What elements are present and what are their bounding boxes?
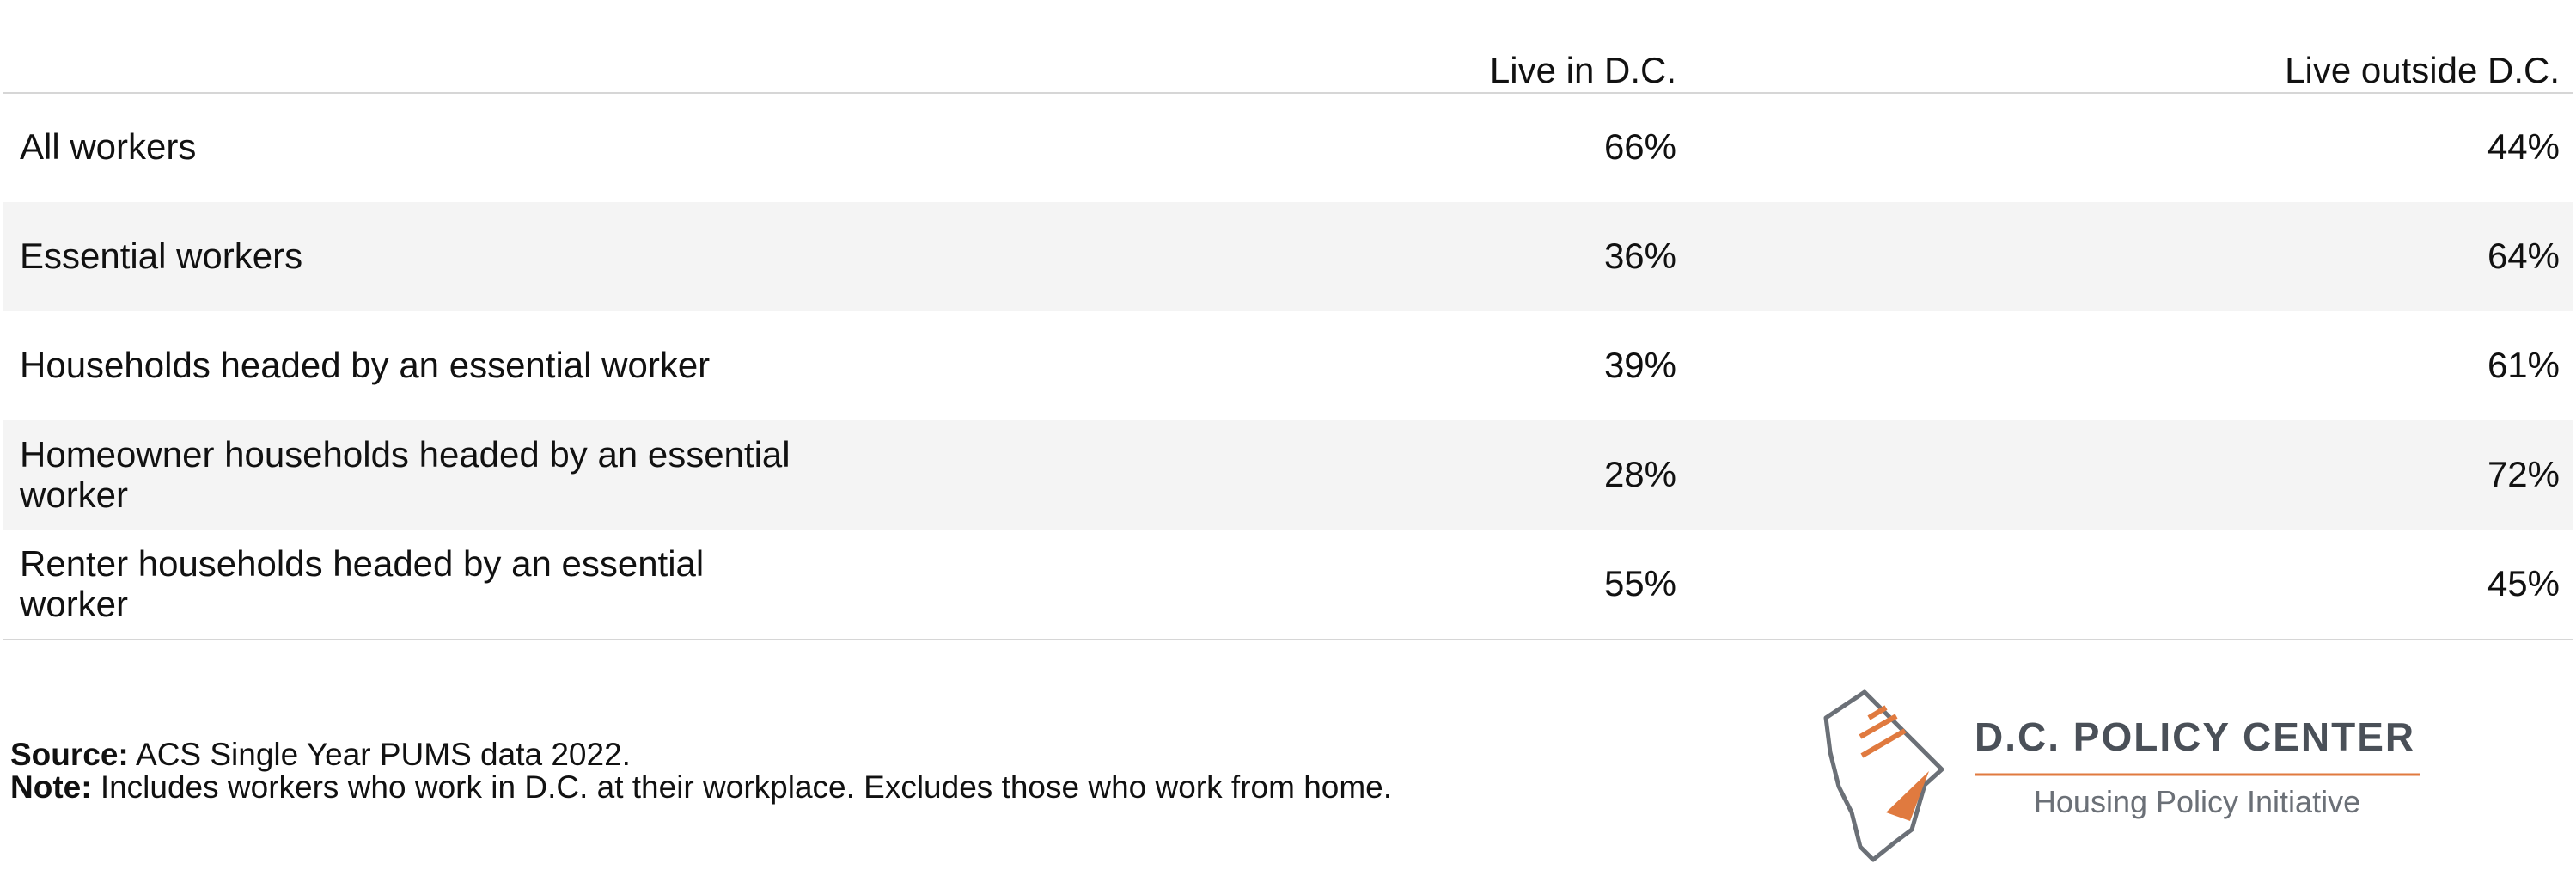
cell-value: 72%	[2487, 454, 2560, 495]
row-label: Households headed by an essential worker	[20, 345, 711, 386]
column-header: Live in D.C.	[1489, 50, 1676, 90]
column-header: Live outside D.C.	[2285, 50, 2560, 90]
table-row: All workers 66% 44%	[3, 93, 2573, 202]
logo-tagline: Housing Policy Initiative	[2034, 784, 2360, 819]
table-row: Essential workers 36% 64%	[3, 202, 2573, 311]
cell-value: 44%	[2487, 126, 2560, 168]
table: Live in D.C. Live outside D.C. All worke…	[3, 0, 2573, 653]
table-row: Homeowner households headed by an essent…	[3, 420, 2573, 530]
row-label: Essential workers	[20, 236, 303, 277]
note: Note: Includes workers who work in D.C. …	[10, 769, 1392, 806]
source: Source: ACS Single Year PUMS data 2022.	[10, 737, 631, 773]
logo-name: D.C. POLICY CENTER	[1975, 714, 2415, 759]
row-label: All workers	[20, 126, 197, 168]
table-row: Renter households headed by an essential…	[3, 530, 2573, 639]
cell-value: 55%	[1603, 563, 1676, 604]
source-label: Source:	[10, 737, 129, 772]
row-label: Homeowner households headed by an essent…	[20, 434, 791, 515]
cell-value: 61%	[2487, 345, 2560, 386]
header-rule	[3, 92, 2573, 94]
source-text: ACS Single Year PUMS data 2022.	[136, 737, 631, 772]
cell-value: 64%	[2487, 236, 2560, 277]
note-text: Includes workers who work in D.C. at the…	[100, 769, 1393, 805]
bottom-rule	[3, 639, 2573, 640]
cell-value: 39%	[1603, 345, 1676, 386]
table-row: Households headed by an essential worker…	[3, 311, 2573, 420]
cell-value: 45%	[2487, 563, 2560, 604]
logo: D.C. POLICY CENTER Housing Policy Initia…	[1823, 689, 2420, 862]
cell-value: 66%	[1603, 126, 1676, 168]
cell-value: 28%	[1603, 454, 1676, 495]
logo-mark	[1823, 689, 1944, 862]
cell-value: 36%	[1603, 236, 1676, 277]
note-label: Note:	[10, 769, 92, 805]
row-label: Renter households headed by an essential…	[20, 543, 705, 624]
